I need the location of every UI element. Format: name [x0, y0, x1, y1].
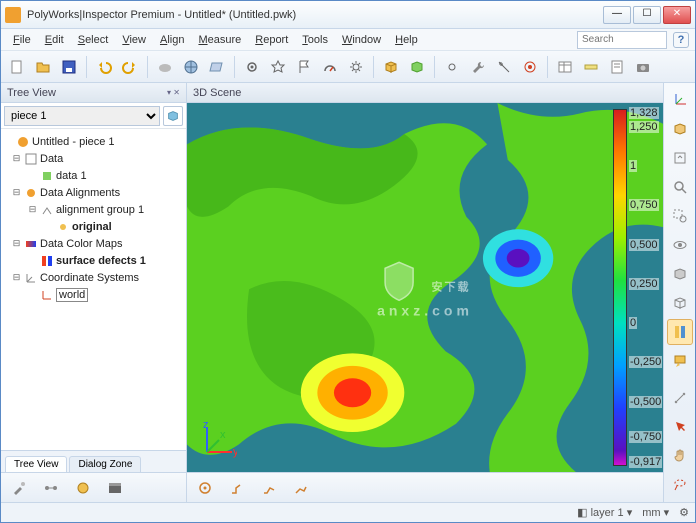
cube-green-icon[interactable] — [405, 55, 429, 79]
right-toolbar — [663, 83, 695, 502]
save-icon[interactable] — [57, 55, 81, 79]
tree-view[interactable]: Untitled - piece 1 ⊟Data data 1 ⊟Data Al… — [1, 129, 186, 450]
globe-icon[interactable] — [179, 55, 203, 79]
tree-csys[interactable]: ⊟Coordinate Systems — [3, 269, 184, 286]
flag-icon[interactable] — [292, 55, 316, 79]
redo-icon[interactable] — [118, 55, 142, 79]
measure-tool-icon[interactable] — [667, 385, 693, 411]
axis-icon[interactable] — [667, 87, 693, 113]
status-gear-icon[interactable]: ⚙ — [679, 506, 689, 519]
svg-text:z: z — [203, 422, 209, 431]
titlebar: PolyWorks|Inspector Premium - Untitled* … — [1, 1, 695, 29]
tree-world[interactable]: world — [3, 286, 184, 303]
status-unit: mm ▾ — [642, 506, 669, 519]
tree-data1[interactable]: data 1 — [3, 167, 184, 184]
piece-cube-icon[interactable] — [163, 106, 183, 126]
piece-select[interactable]: piece 1 — [4, 106, 160, 126]
scene-panel-header: 3D Scene — [187, 83, 663, 103]
new-icon[interactable] — [5, 55, 29, 79]
fit-icon[interactable] — [667, 145, 693, 171]
menu-report[interactable]: Report — [249, 32, 294, 48]
search-input[interactable] — [577, 31, 667, 49]
maximize-button[interactable]: ☐ — [633, 6, 661, 24]
undo-icon[interactable] — [92, 55, 116, 79]
plane-icon[interactable] — [205, 55, 229, 79]
annotation-icon[interactable] — [667, 348, 693, 374]
close-button[interactable]: ✕ — [663, 6, 691, 24]
tree-original[interactable]: original — [3, 218, 184, 235]
bottom-toolbar-center — [187, 472, 663, 502]
menu-align[interactable]: Align — [154, 32, 190, 48]
tree-colormaps[interactable]: ⊟Data Color Maps — [3, 235, 184, 252]
robot3-icon[interactable] — [289, 476, 313, 500]
tree-panel-header: Tree View▾ ✕ — [1, 83, 186, 103]
tab-tree-view[interactable]: Tree View — [5, 456, 67, 472]
wrench-icon[interactable] — [466, 55, 490, 79]
open-icon[interactable] — [31, 55, 55, 79]
main-toolbar — [1, 51, 695, 83]
app-icon — [5, 7, 21, 23]
cloud-icon[interactable] — [153, 55, 177, 79]
select-tool-icon[interactable] — [667, 414, 693, 440]
zoom-icon[interactable] — [667, 174, 693, 200]
snapshot-icon[interactable] — [631, 55, 655, 79]
shading-icon[interactable] — [667, 261, 693, 287]
bottom-toolbar-left — [1, 472, 186, 502]
zoom-window-icon[interactable] — [667, 203, 693, 229]
link-icon[interactable] — [440, 55, 464, 79]
tree-alignments[interactable]: ⊟Data Alignments — [3, 184, 184, 201]
menu-file[interactable]: File — [7, 32, 37, 48]
3d-scene[interactable]: 安下载 anxz.com 1,328 1,250 1 0,750 0,500 0… — [187, 103, 663, 472]
tree-defects[interactable]: surface defects 1 — [3, 252, 184, 269]
tab-dialog-zone[interactable]: Dialog Zone — [69, 456, 141, 472]
menu-window[interactable]: Window — [336, 32, 387, 48]
tree-data[interactable]: ⊟Data — [3, 150, 184, 167]
robot2-icon[interactable] — [257, 476, 281, 500]
box-icon[interactable] — [379, 55, 403, 79]
status-bar: ◧ layer 1 ▾ mm ▾ ⚙ — [1, 502, 695, 522]
axis-triad-icon: y z x — [197, 422, 237, 462]
help-icon[interactable]: ? — [673, 32, 689, 48]
clapper-icon[interactable] — [103, 476, 127, 500]
caliper-icon[interactable] — [492, 55, 516, 79]
gauge-icon[interactable] — [318, 55, 342, 79]
menu-measure[interactable]: Measure — [192, 32, 247, 48]
table-icon[interactable] — [553, 55, 577, 79]
probe-icon[interactable] — [7, 476, 31, 500]
menu-edit[interactable]: Edit — [39, 32, 70, 48]
terrain-surface — [187, 103, 663, 472]
robot1-icon[interactable] — [225, 476, 249, 500]
svg-text:y: y — [233, 446, 237, 458]
orbit-icon[interactable] — [193, 476, 217, 500]
eye-icon[interactable] — [667, 232, 693, 258]
report-icon[interactable] — [605, 55, 629, 79]
star-icon[interactable] — [266, 55, 290, 79]
wireframe-icon[interactable] — [667, 290, 693, 316]
colormap-toggle-icon[interactable] — [667, 319, 693, 345]
connector-icon[interactable] — [39, 476, 63, 500]
feature-icon[interactable] — [240, 55, 264, 79]
menu-help[interactable]: Help — [389, 32, 424, 48]
color-scale: 1,328 1,250 1 0,750 0,500 0,250 0 -0,250… — [613, 109, 659, 466]
svg-text:x: x — [220, 429, 226, 441]
view-cube-icon[interactable] — [667, 116, 693, 142]
window-title: PolyWorks|Inspector Premium - Untitled* … — [27, 9, 603, 21]
target-icon[interactable] — [518, 55, 542, 79]
hand-icon[interactable] — [667, 443, 693, 469]
lasso-icon[interactable] — [667, 472, 693, 498]
tree-align-group[interactable]: ⊟alignment group 1 — [3, 201, 184, 218]
gear-icon[interactable] — [344, 55, 368, 79]
menu-tools[interactable]: Tools — [296, 32, 334, 48]
status-layer: ◧ layer 1 ▾ — [577, 506, 632, 519]
menu-view[interactable]: View — [116, 32, 152, 48]
sphere-tool-icon[interactable] — [71, 476, 95, 500]
menu-select[interactable]: Select — [72, 32, 115, 48]
ruler-icon[interactable] — [579, 55, 603, 79]
menubar: File Edit Select View Align Measure Repo… — [1, 29, 695, 51]
minimize-button[interactable]: — — [603, 6, 631, 24]
